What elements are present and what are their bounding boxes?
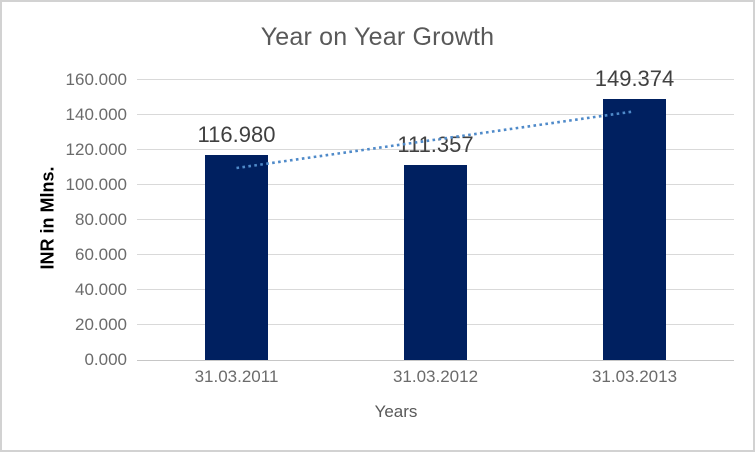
x-tick-label-31.03.2013: 31.03.2013	[591, 367, 678, 386]
y-tick-label: 100.000	[65, 175, 127, 194]
y-tick-label: 80.000	[75, 210, 127, 229]
x-axis-line	[137, 360, 734, 361]
data-label-31.03.2011: 116.980	[197, 122, 276, 148]
x-tick-label-31.03.2011: 31.03.2011	[194, 367, 279, 386]
bar-31.03.2011	[205, 155, 268, 360]
y-tick-label: 120.000	[65, 140, 127, 159]
y-tick-label: 140.000	[65, 105, 127, 124]
x-axis-title: Years	[374, 402, 418, 421]
bar-31.03.2013	[603, 98, 666, 360]
y-tick-label: 0.000	[84, 350, 127, 369]
data-label-31.03.2013: 149.374	[594, 65, 675, 91]
data-label-31.03.2012: 111.357	[397, 132, 474, 158]
y-tick-label: 160.000	[65, 70, 127, 89]
y-tick-label: 60.000	[75, 245, 127, 264]
chart-title: Year on Year Growth	[260, 23, 495, 51]
gridline	[137, 79, 734, 80]
bar-31.03.2012	[404, 165, 467, 360]
y-tick-label: 20.000	[75, 315, 127, 334]
y-tick-label: 40.000	[75, 280, 127, 299]
x-tick-label-31.03.2012: 31.03.2012	[392, 367, 479, 386]
